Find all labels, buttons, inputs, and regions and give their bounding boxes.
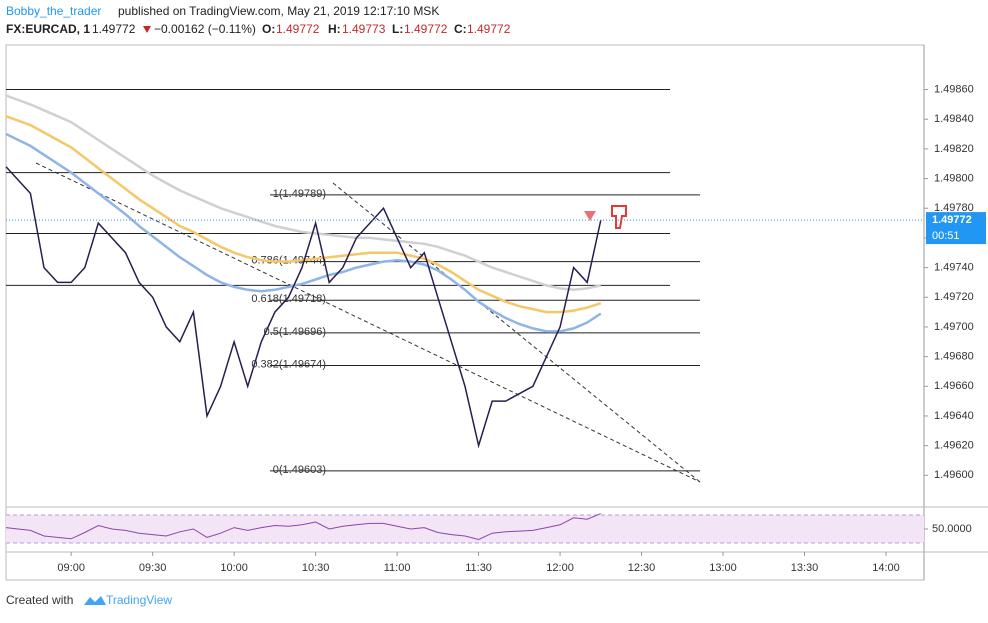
ma-line [5,94,602,292]
symbol: FX:EURCAD, 1 [6,22,90,36]
h: 1.49773 [342,22,386,36]
h-label: H: [328,22,341,36]
fib-label: 0(1.49603) [273,464,326,476]
rsi-line [5,513,601,541]
change: −0.00162 (−0.11%) [154,22,256,36]
price-line [5,166,602,449]
y-tick-label: 1.49820 [934,143,974,155]
x-tick-label: 12:30 [628,562,656,574]
c-label: C: [454,22,467,36]
y-tick-label: 1.49780 [934,202,974,214]
y-tick-label: 1.49600 [934,469,974,481]
down-arrow [143,26,151,33]
y-tick-label: 1.49860 [934,83,974,95]
last-price-box [926,212,986,245]
fib-label: 1(1.49789) [273,188,326,200]
fib-label: 0.618(1.49718) [251,293,326,305]
x-tick-label: 13:30 [791,562,819,574]
ma-line [5,115,602,314]
thumb-down-icon [611,205,627,229]
ma-line [5,132,602,333]
o: 1.49772 [276,22,320,36]
c: 1.49772 [467,22,511,36]
rsi-tick-label: 50.0000 [932,523,972,535]
rsi-band [6,515,924,543]
o-label: O: [262,22,275,36]
y-tick-label: 1.49640 [934,410,974,422]
logo [84,596,106,605]
published: published on TradingView.com, May 21, 20… [118,4,439,18]
countdown: 00:51 [932,230,960,242]
y-tick-label: 1.49620 [934,440,974,452]
y-tick-label: 1.49740 [934,261,974,273]
arrow-icon [584,211,596,221]
x-tick-label: 14:00 [872,562,900,574]
fib-label: 0.5(1.49696) [264,326,326,338]
trendline [35,162,701,483]
y-tick-label: 1.49800 [934,172,974,184]
y-tick-label: 1.49660 [934,380,974,392]
x-tick-label: 11:00 [384,562,411,574]
last: 1.49772 [92,22,136,36]
y-tick-label: 1.49700 [934,321,974,333]
publisher[interactable]: Bobby_the_trader [6,4,101,18]
x-tick-label: 12:00 [546,562,574,574]
x-tick-label: 10:00 [220,562,248,574]
x-tick-label: 09:30 [139,562,167,574]
x-tick-label: 10:30 [302,562,330,574]
y-tick-label: 1.49680 [934,351,974,363]
x-tick-label: 13:00 [709,562,737,574]
fib-label: 0.382(1.49674) [251,358,326,370]
brand[interactable]: TradingView [106,593,172,607]
x-tick-label: 11:30 [465,562,492,574]
y-tick-label: 1.49840 [934,113,974,125]
y-tick-label: 1.49720 [934,291,974,303]
frame [5,44,925,581]
l: 1.49772 [404,22,448,36]
l-label: L: [392,22,403,36]
last-price-label: 1.49772 [932,214,972,226]
x-tick-label: 09:00 [57,562,85,574]
created: Created with [6,593,73,607]
